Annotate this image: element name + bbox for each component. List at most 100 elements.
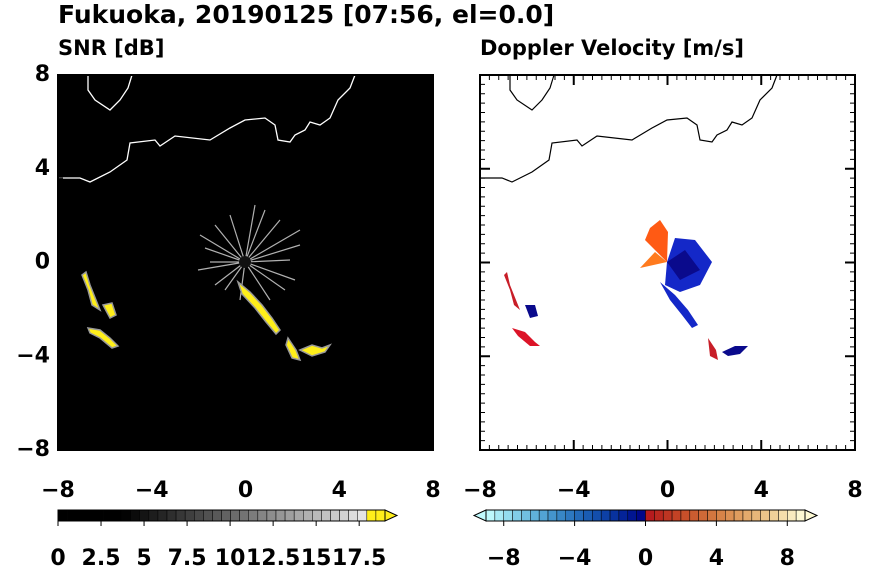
colorbar-box [716, 509, 726, 522]
colorbar-box [321, 509, 331, 522]
colorbar-box [574, 509, 584, 522]
coastline [58, 74, 356, 183]
panel-subtitle: Doppler Velocity [m/s] [480, 36, 744, 60]
colorbar-box [778, 509, 788, 522]
colorbar-tick-label: 0 [50, 546, 65, 570]
colorbar-box [94, 509, 104, 522]
colorbar-box [339, 509, 349, 522]
x-tick-label: −4 [557, 478, 591, 503]
colorbar-tick-label: 2.5 [82, 546, 121, 570]
colorbar-tick-label: 15 [301, 546, 332, 570]
colorbar-box [689, 509, 699, 522]
snr-panel [58, 74, 433, 450]
clutter [197, 204, 301, 301]
y-tick-label: −4 [16, 343, 50, 368]
colorbar-tick-label: 8 [780, 546, 795, 570]
panel-subtitle: SNR [dB] [58, 36, 164, 60]
colorbar-box [375, 509, 386, 522]
y-tick-label: −8 [16, 437, 50, 462]
colorbar-box [184, 509, 195, 522]
x-tick-label: 0 [660, 478, 675, 503]
colorbar-box [75, 509, 86, 522]
colorbar-box [636, 509, 646, 522]
colorbar-box [239, 509, 250, 522]
colorbar-tick-label: 4 [709, 546, 724, 570]
colorbar-box [494, 509, 504, 522]
colorbar-arrow [472, 509, 487, 522]
colorbar-arrow [384, 509, 399, 522]
colorbar-box [166, 509, 177, 522]
colorbar-box [671, 509, 682, 522]
colorbar-box [485, 509, 496, 522]
colorbar-box [627, 509, 637, 522]
colorbar-box [366, 509, 377, 522]
colorbar-box [565, 509, 575, 522]
colorbar-box [592, 509, 602, 522]
colorbar-box [312, 509, 322, 522]
colorbar-box [609, 509, 620, 522]
colorbar-box [57, 509, 68, 522]
colorbar-box [330, 509, 340, 522]
colorbar-tick-label: 5 [136, 546, 151, 570]
colorbar-box [348, 509, 358, 522]
colorbar-box [538, 509, 549, 522]
velocity-panel [480, 74, 855, 450]
colorbar-box [148, 509, 159, 522]
colorbar-box [284, 509, 295, 522]
colorbar-box [248, 509, 259, 522]
colorbar-box [547, 509, 558, 522]
x-tick-label: −4 [135, 478, 169, 503]
y-tick-label: 0 [35, 250, 50, 275]
colorbar-tick-label: −4 [558, 546, 592, 570]
colorbar-box [680, 509, 691, 522]
colorbar-box [130, 509, 141, 522]
x-tick-label: 8 [425, 478, 440, 503]
colorbar-box [503, 509, 513, 522]
colorbar-box [521, 509, 531, 522]
colorbar-box [733, 509, 744, 522]
colorbar-box [221, 509, 231, 522]
x-tick-label: −8 [463, 478, 497, 503]
figure-title: Fukuoka, 20190125 [07:56, el=0.0] [58, 0, 554, 29]
y-tick-label: 8 [35, 62, 50, 87]
x-tick-label: 8 [847, 478, 862, 503]
coastline [480, 74, 778, 183]
colorbar-box [112, 509, 122, 522]
colorbar-tick-label: 10 [215, 546, 246, 570]
colorbar-box [769, 509, 779, 522]
colorbar-box [139, 509, 150, 522]
colorbar-box [194, 509, 204, 522]
y-tick-label: 4 [35, 156, 50, 181]
colorbar-box [662, 509, 673, 522]
colorbar-arrow [804, 509, 819, 522]
colorbar-tick-label: −8 [487, 546, 521, 570]
colorbar-box [742, 509, 753, 522]
colorbar-box [103, 509, 113, 522]
colorbar-box [618, 509, 629, 522]
colorbar-box [257, 509, 268, 522]
colorbar-box [725, 509, 735, 522]
colorbar-box [751, 509, 761, 522]
colorbar-tick-label: 7.5 [168, 546, 207, 570]
colorbar-box [66, 509, 77, 522]
colorbar-box [121, 509, 131, 522]
colorbar-box [175, 509, 186, 522]
colorbar-tick-label: 17.5 [332, 546, 386, 570]
colorbar-box [654, 509, 664, 522]
colorbar-box [530, 509, 540, 522]
x-tick-label: −8 [41, 478, 75, 503]
colorbar-box [795, 509, 806, 522]
colorbar-box [157, 509, 168, 522]
colorbar-tick-label: 12.5 [246, 546, 300, 570]
echoes [504, 220, 748, 360]
x-tick-label: 4 [754, 478, 769, 503]
colorbar-box [212, 509, 222, 522]
colorbar-box [583, 509, 593, 522]
colorbar-box [293, 509, 304, 522]
colorbar-box [303, 509, 313, 522]
x-tick-label: 0 [238, 478, 253, 503]
colorbar-box [203, 509, 213, 522]
colorbar-box [556, 509, 567, 522]
colorbar-tick-label: 0 [638, 546, 653, 570]
